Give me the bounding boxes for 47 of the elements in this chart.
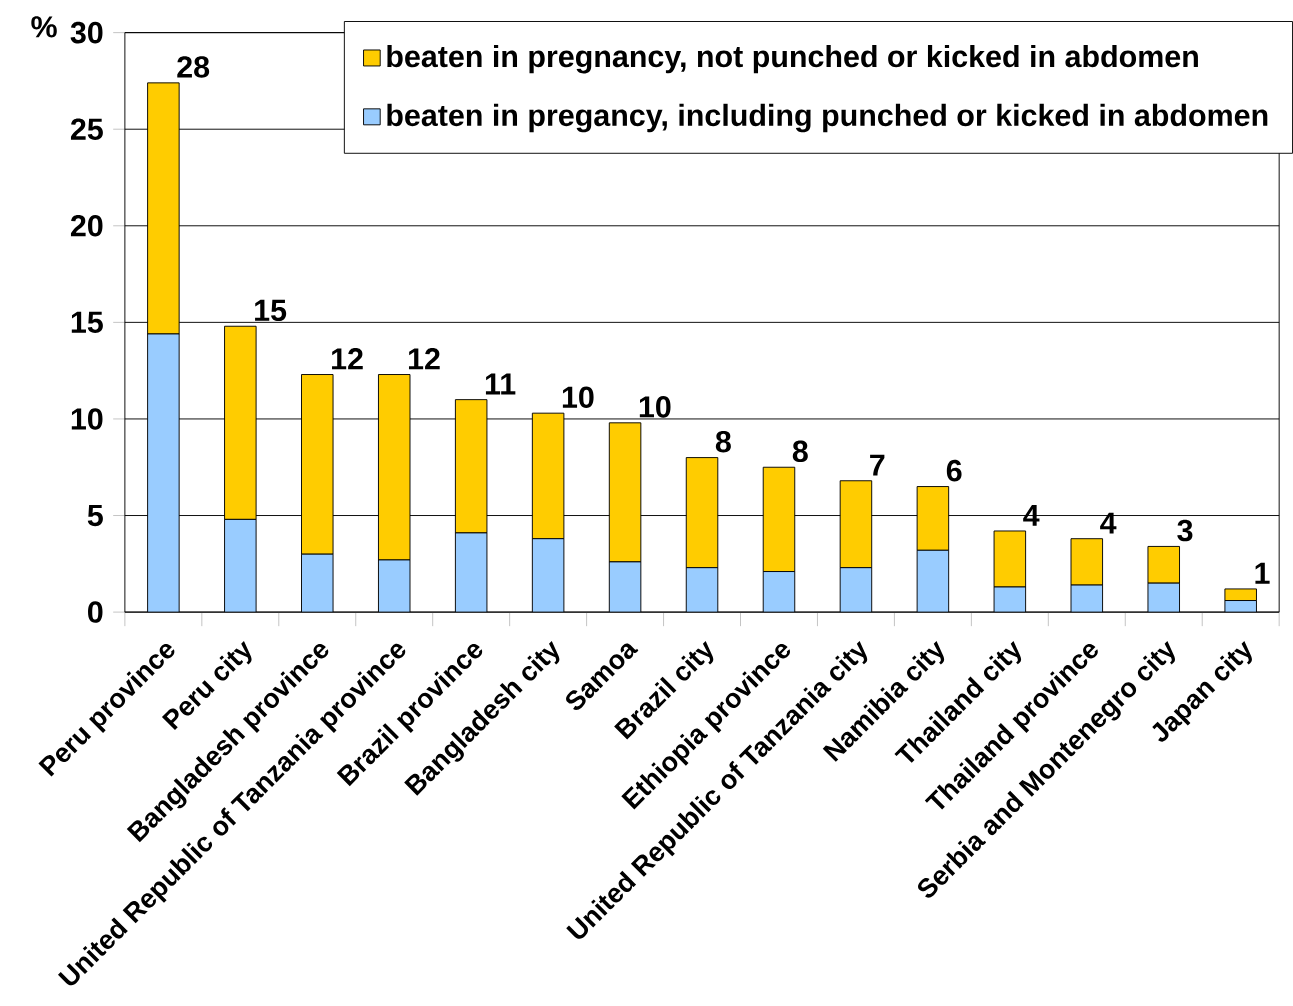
total-label: 10 (562, 386, 594, 409)
total-label: 11 (485, 373, 516, 395)
bar (916, 549, 950, 613)
bar (608, 561, 642, 613)
bar (147, 333, 180, 613)
y-tick-label: 20 (70, 215, 103, 237)
bar (224, 519, 257, 613)
bar (1147, 546, 1180, 584)
y-tick-label: 30 (70, 21, 103, 44)
bar (377, 374, 411, 561)
y-tick-label: 15 (71, 311, 103, 334)
bar (608, 422, 642, 563)
y-axis-title: % (31, 16, 57, 38)
total-label: 28 (177, 56, 210, 78)
y-tick-label: 10 (71, 408, 103, 430)
bar (531, 412, 565, 540)
bar (685, 567, 719, 613)
bar (993, 530, 1027, 588)
total-label: 15 (255, 300, 287, 322)
total-label: 8 (715, 431, 731, 453)
bar (762, 571, 796, 613)
total-label: 12 (408, 348, 440, 370)
y-tick-label: 5 (87, 505, 103, 527)
total-label: 12 (332, 348, 363, 370)
bar (377, 559, 411, 613)
bar (1070, 538, 1104, 586)
bar (454, 399, 488, 534)
bar (301, 374, 334, 555)
bar (916, 486, 950, 551)
bar (762, 466, 796, 573)
total-label: 8 (792, 440, 808, 463)
total-label: 3 (1177, 519, 1193, 542)
total-label: 1 (1255, 563, 1270, 584)
bar (531, 538, 565, 613)
bar (685, 457, 719, 569)
total-label: 7 (870, 454, 885, 476)
bar (454, 532, 488, 613)
total-label: 10 (639, 396, 671, 418)
legend-label: beaten in pregancy, including punched or kicked in abdomen (387, 103, 1268, 133)
legend-label: beaten in pregnancy, not punched or kicked in abdomen (387, 45, 1198, 74)
y-tick-label: 25 (70, 118, 103, 141)
total-label: 6 (946, 460, 962, 482)
y-tick-label: 0 (88, 601, 103, 624)
bar (839, 480, 873, 569)
bar (301, 553, 334, 613)
total-label: 4 (1100, 512, 1117, 534)
bar (839, 567, 873, 613)
